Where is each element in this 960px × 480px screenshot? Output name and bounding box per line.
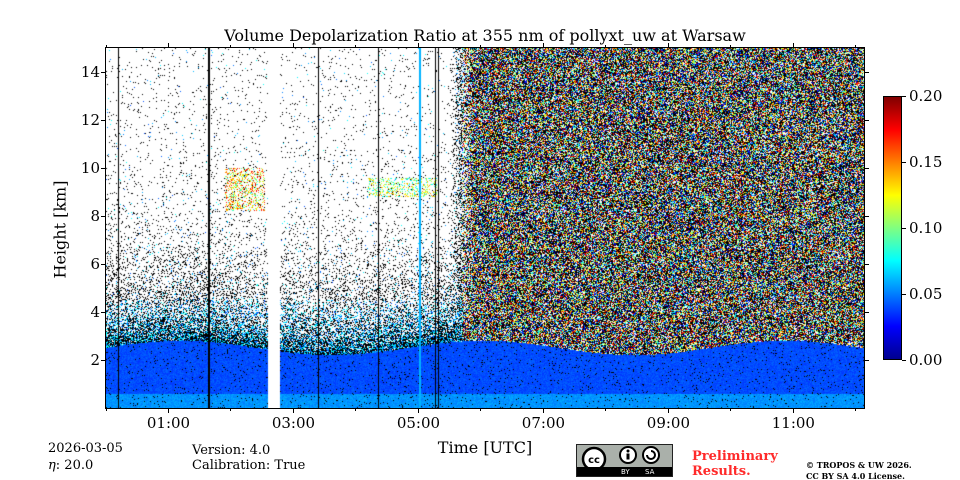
y-tick-label: 6 (90, 255, 100, 273)
eta-symbol: η (48, 458, 56, 473)
y-tick-right (864, 167, 869, 169)
x-tick-label: 01:00 (146, 414, 191, 432)
eta-value: : 20.0 (55, 458, 94, 473)
x-minor-tick (605, 408, 607, 411)
x-tick-top (167, 43, 169, 48)
x-minor-tick-top (355, 45, 357, 48)
cc-icon: cc (581, 446, 660, 472)
preliminary-notice: Preliminary Results. (692, 449, 778, 479)
colorbar-tick (902, 161, 906, 163)
y-tick-label: 10 (80, 159, 100, 177)
svg-text:cc: cc (588, 455, 600, 466)
y-tick-label: 12 (80, 111, 100, 129)
x-tick-top (292, 43, 294, 48)
x-tick-top (542, 43, 544, 48)
y-tick (101, 119, 106, 121)
heatmap-canvas (106, 48, 864, 408)
y-tick-label: 2 (90, 351, 100, 369)
x-axis-label: Time [UTC] (437, 438, 533, 457)
colorbar-tick-label: 0.15 (909, 153, 943, 171)
eta-label: η: 20.0 (48, 458, 93, 473)
x-minor-tick (355, 408, 357, 411)
y-tick-label: 14 (80, 63, 100, 81)
logo-sa-text: SA (645, 468, 655, 476)
x-minor-tick (480, 408, 482, 411)
preliminary-line-1: Preliminary (692, 449, 778, 464)
x-minor-tick-top (105, 45, 107, 48)
version-label: Version: 4.0 (192, 443, 271, 458)
colorbar-tick (902, 227, 906, 229)
colorbar-tick (902, 293, 906, 295)
y-tick-label: 8 (90, 207, 100, 225)
x-tick-label: 07:00 (521, 414, 566, 432)
colorbar-tick-label: 0.00 (909, 351, 943, 369)
y-tick (101, 215, 106, 217)
y-tick-right (864, 119, 869, 121)
x-minor-tick-top (605, 45, 607, 48)
y-tick-right (864, 311, 869, 313)
cc-by-sa-logo: cc BY SA (576, 444, 673, 477)
x-tick (792, 408, 794, 413)
x-minor-tick-top (230, 45, 232, 48)
y-tick (101, 311, 106, 313)
x-minor-tick-top (855, 45, 857, 48)
copyright-notice: © TROPOS & UW 2026. CC BY SA 4.0 License… (806, 460, 912, 480)
x-tick-label: 05:00 (396, 414, 441, 432)
x-tick-label: 09:00 (646, 414, 691, 432)
x-tick-top (792, 43, 794, 48)
copyright-line-2: CC BY SA 4.0 License. (806, 471, 905, 480)
chart-title: Volume Depolarization Ratio at 355 nm of… (224, 26, 746, 45)
y-tick-right (864, 71, 869, 73)
x-minor-tick (730, 408, 732, 411)
x-minor-tick-top (480, 45, 482, 48)
logo-by-text: BY (621, 468, 630, 476)
x-tick (542, 408, 544, 413)
preliminary-line-2: Results. (692, 464, 751, 479)
y-tick-label: 4 (90, 303, 100, 321)
colorbar (883, 96, 902, 360)
y-tick-right (864, 215, 869, 217)
plot-area (105, 47, 865, 409)
y-tick-right (864, 263, 869, 265)
y-tick (101, 263, 106, 265)
x-minor-tick-top (730, 45, 732, 48)
x-tick (667, 408, 669, 413)
x-minor-tick (230, 408, 232, 411)
copyright-line-1: © TROPOS & UW 2026. (806, 460, 912, 470)
x-minor-tick (855, 408, 857, 411)
colorbar-tick (902, 359, 906, 361)
x-tick-top (667, 43, 669, 48)
y-tick (101, 359, 106, 361)
x-minor-tick (105, 408, 107, 411)
colorbar-tick-label: 0.10 (909, 219, 943, 237)
x-tick-label: 03:00 (271, 414, 316, 432)
y-tick (101, 71, 106, 73)
y-axis-label: Height [km] (50, 180, 70, 279)
y-tick-right (864, 359, 869, 361)
calibration-label: Calibration: True (192, 458, 306, 473)
colorbar-tick-label: 0.05 (909, 285, 943, 303)
date-label: 2026-03-05 (48, 441, 123, 456)
y-tick (101, 167, 106, 169)
colorbar-tick-label: 0.20 (909, 87, 943, 105)
x-tick-top (417, 43, 419, 48)
x-tick (417, 408, 419, 413)
colorbar-tick (902, 95, 906, 97)
x-tick (167, 408, 169, 413)
x-tick (292, 408, 294, 413)
x-tick-label: 11:00 (771, 414, 815, 432)
